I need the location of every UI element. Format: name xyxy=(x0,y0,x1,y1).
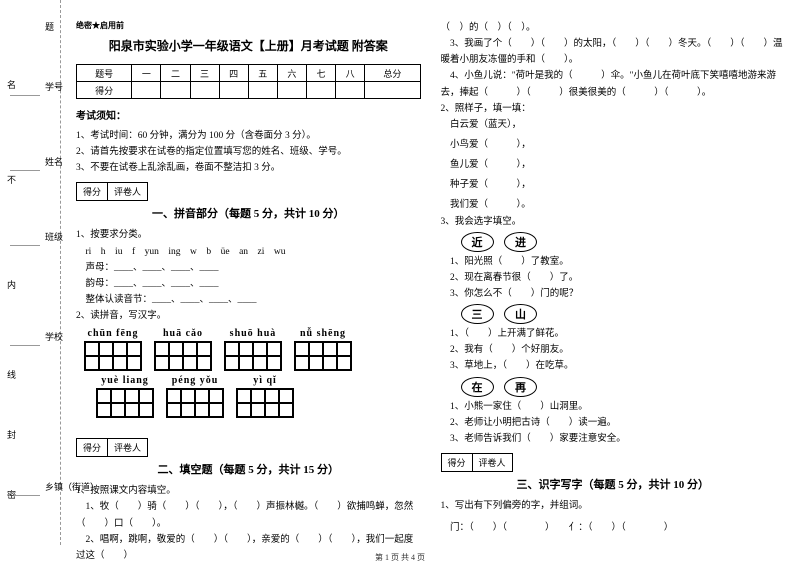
s2-item: 种子爱（ ）， xyxy=(441,177,786,193)
s2-item: 小鸟爱（ ）， xyxy=(441,137,786,153)
scorer-box: 得分评卷人 xyxy=(441,453,513,472)
char-option: 在 xyxy=(461,377,494,397)
pinyin-cell: shuō huà xyxy=(224,328,282,371)
char-option: 进 xyxy=(504,232,537,252)
section-2-title: 二、填空题（每题 5 分，共计 15 分） xyxy=(76,461,421,477)
page-footer: 第 1 页 共 4 页 xyxy=(0,552,800,563)
s2-q1: 1、按照课文内容填空。 xyxy=(76,483,421,499)
bind-side: 内 xyxy=(5,280,18,289)
shengmu: 声母：____、____、____、____ xyxy=(76,260,421,276)
section-3-title: 三、识字写字（每题 5 分，共计 10 分） xyxy=(441,476,786,492)
s2-p2: 3、草地上，（ ）在吃草。 xyxy=(441,358,786,374)
s2-l1: 1、牧（ ）骑（ ）（ ），（ ）声振林樾。（ ）欲捕鸣蝉，忽然（ ）口（ ）。 xyxy=(76,499,421,531)
yunmu: 韵母：____、____、____、____ xyxy=(76,276,421,292)
scorer-box: 得分评卷人 xyxy=(76,438,148,457)
bind-label: 班级 xyxy=(45,230,63,243)
s2-p2: 1、（ ）上开满了鲜花。 xyxy=(441,326,786,342)
pinyin-cell: yì qǐ xyxy=(236,375,294,418)
notice-item: 2、请首先按要求在试卷的指定位置填写您的姓名、班级、学号。 xyxy=(76,144,421,160)
s2-p3: 1、小熊一家住（ ）山洞里。 xyxy=(441,399,786,415)
pinyin-letters: ri h iu f yun ing w b üe an zi wu xyxy=(76,244,421,260)
score-row-label: 得分 xyxy=(77,82,132,99)
s2-item: 鱼儿爱（ ）， xyxy=(441,157,786,173)
notice-head: 考试须知： xyxy=(76,107,421,122)
char-option: 三 xyxy=(461,304,494,324)
bind-side: 密 xyxy=(5,490,18,499)
s2-p2: 2、我有（ ）个好朋友。 xyxy=(441,342,786,358)
scorer-box: 得分评卷人 xyxy=(76,182,148,201)
s2-q3: 3、我会选字填空。 xyxy=(441,214,786,230)
char-option: 再 xyxy=(504,377,537,397)
bind-label: 乡镇（街道） xyxy=(45,480,99,493)
char-option: 山 xyxy=(504,304,537,324)
s2-p1: 2、现在离春节很（ ）了。 xyxy=(441,270,786,286)
pinyin-cell: huā cǎo xyxy=(154,328,212,371)
s2-l4: 4、小鱼儿说："荷叶是我的（ ）伞。"小鱼儿在荷叶底下笑嘻嘻地游来游去，捧起（ … xyxy=(441,68,786,100)
s2-q2: 2、照样子，填一填： xyxy=(441,101,786,117)
score-table: 题号 一 二 三 四 五 六 七 八 总分 得分 xyxy=(76,64,421,99)
s2-p1: 3、你怎么不（ ）门的呢？ xyxy=(441,286,786,302)
notice-item: 1、考试时间：60 分钟，满分为 100 分（含卷面分 3 分）。 xyxy=(76,128,421,144)
secret-label: 绝密★启用前 xyxy=(76,20,421,31)
s3-row: 门：（ ）（ ） 亻：（ ）（ ） xyxy=(441,520,786,536)
char-option: 近 xyxy=(461,232,494,252)
notice-item: 3、不要在试卷上乱涂乱画，卷面不整洁扣 3 分。 xyxy=(76,160,421,176)
pinyin-cell: yuè liang xyxy=(96,375,154,418)
bind-side: 不 xyxy=(5,175,18,184)
bind-label: 学校 xyxy=(45,330,63,343)
bind-side: 名 xyxy=(5,80,18,89)
q2-label: 2、读拼音，写汉字。 xyxy=(76,308,421,324)
s2-p1: 1、阳光照（ ）了教室。 xyxy=(441,254,786,270)
zhengti: 整体认读音节：____、____、____、____ xyxy=(76,292,421,308)
binding-margin: 题 学号 名 姓名 不 班级 内 学校 线 封 乡镇（街道） 密 xyxy=(0,0,61,545)
s2-p3: 3、老师告诉我们（ ）家要注意安全。 xyxy=(441,431,786,447)
left-column: 绝密★启用前 阳泉市实验小学一年级语文【上册】月考试题 附答案 题号 一 二 三… xyxy=(76,20,421,540)
score-row-label: 题号 xyxy=(77,65,132,82)
pinyin-cell: péng yǒu xyxy=(166,375,224,418)
bind-side: 线 xyxy=(5,370,18,379)
s2-p3: 2、老师让小明把古诗（ ）读一遍。 xyxy=(441,415,786,431)
section-1-title: 一、拼音部分（每题 5 分，共计 10 分） xyxy=(76,205,421,221)
bind-label: 姓名 xyxy=(45,155,63,168)
s2-l3: 3、我画了个（ ）（ ）的太阳，（ ）（ ）冬天。（ ）（ ）温暖着小朋友冻僵的… xyxy=(441,36,786,68)
right-column: （ ）的（ ）（ ）。 3、我画了个（ ）（ ）的太阳，（ ）（ ）冬天。（ ）… xyxy=(441,20,786,540)
pinyin-cell: nǚ shēng xyxy=(294,328,352,371)
s2-ex: 白云爱（蓝天）， xyxy=(441,117,786,133)
s2-item: 我们爱（ ）。 xyxy=(441,197,786,213)
bind-label: 题 xyxy=(45,20,54,33)
q1-label: 1、按要求分类。 xyxy=(76,227,421,243)
pinyin-cell: chūn fēng xyxy=(84,328,142,371)
bind-label: 学号 xyxy=(45,80,63,93)
bind-side: 封 xyxy=(5,430,18,439)
s2-l2b: （ ）的（ ）（ ）。 xyxy=(441,20,786,36)
exam-title: 阳泉市实验小学一年级语文【上册】月考试题 附答案 xyxy=(76,37,421,54)
s3-q1: 1、写出有下列偏旁的字，并组词。 xyxy=(441,498,786,514)
